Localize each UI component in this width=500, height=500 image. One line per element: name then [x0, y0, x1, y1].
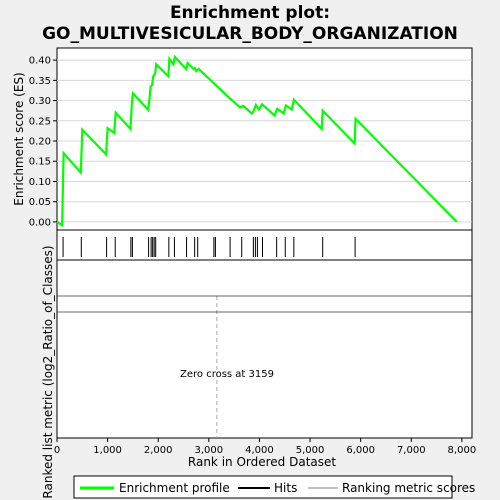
legend-label-ranking: Ranking metric scores [342, 481, 475, 495]
x-tick-label: 7,000 [397, 445, 426, 456]
y-tick-label: 0.20 [29, 137, 51, 148]
enrichment-profile-line [56, 54, 458, 228]
heatmap-border [56, 295, 473, 313]
x-tick-label: 1,000 [93, 445, 122, 456]
x-axis-label: Rank in Ordered Dataset [188, 455, 336, 469]
y-tick-label: 0.30 [29, 96, 51, 107]
y-tick-label: 0.35 [29, 76, 51, 87]
x-tick-label: 5,000 [296, 445, 325, 456]
y-tick-label: 0.10 [29, 177, 51, 188]
hit-markers [62, 237, 356, 257]
es-y-axis: 0.00 0.05 0.10 0.15 0.20 0.25 0.30 0.35 0.40 [29, 56, 472, 228]
y-tick-label: 0.05 [29, 197, 51, 208]
es-panel [56, 47, 473, 231]
x-tick-label: 0 [54, 445, 60, 456]
metric-panel [56, 259, 473, 439]
x-tick-label: 2,000 [144, 445, 173, 456]
y-tick-label: 0.15 [29, 157, 51, 168]
legend-label-hits: Hits [274, 481, 297, 495]
y-axis-label-es: Enrichment score (ES) [12, 72, 26, 205]
x-tick-label: 8,000 [448, 445, 477, 456]
y-tick-label: 0.25 [29, 116, 51, 127]
y-axis-label-metric: Ranked list metric (log2_Ratio_of_Classe… [41, 245, 55, 498]
chart-title-line2: GO_MULTIVESICULAR_BODY_ORGANIZATION [42, 24, 458, 44]
hits-panel [56, 229, 473, 261]
x-tick-label: 3,000 [195, 445, 224, 456]
chart-title-line1: Enrichment plot: [170, 3, 330, 23]
legend-label-enrichment: Enrichment profile [119, 481, 230, 495]
x-tick-label: 6,000 [346, 445, 375, 456]
y-tick-label: 0.00 [29, 217, 51, 228]
x-axis: 0 1,000 2,000 3,000 4,000 5,000 6,000 7,000 8,00… [54, 438, 476, 456]
x-tick-label: 4,000 [245, 445, 274, 456]
zero-cross-annotation: Zero cross at 3159 [180, 369, 274, 380]
y-tick-label: 0.40 [29, 56, 51, 67]
